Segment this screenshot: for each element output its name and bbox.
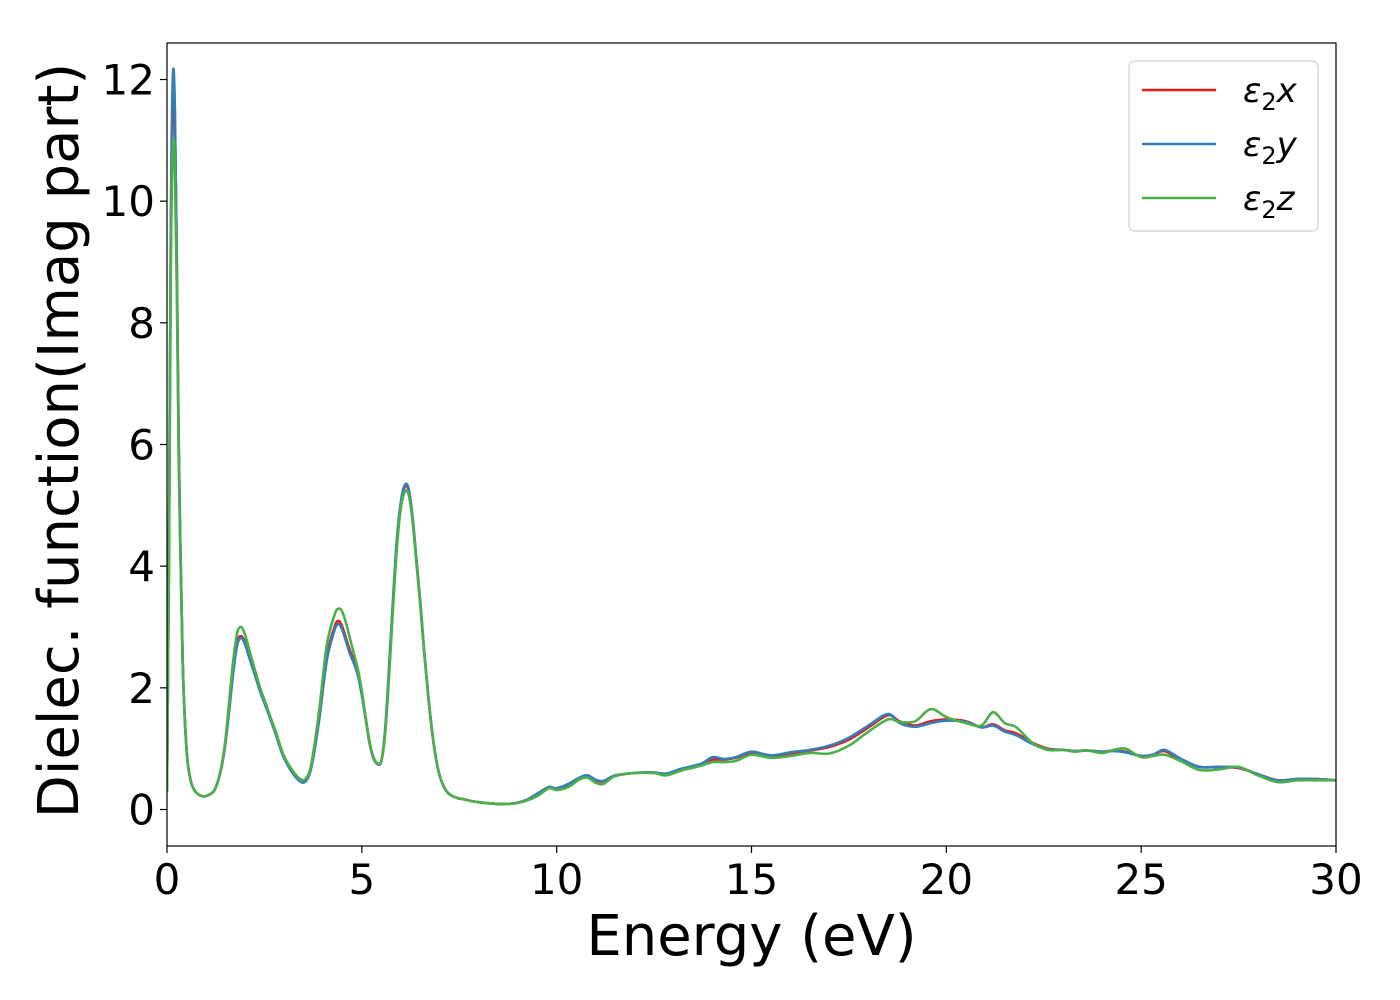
legend-label-x: ε2x xyxy=(1243,71,1298,116)
y-tick-label: 6 xyxy=(128,421,155,470)
x-tick-label: 25 xyxy=(1114,855,1167,904)
x-tick-label: 0 xyxy=(154,855,181,904)
x-tick-label: 30 xyxy=(1309,855,1362,904)
series-layer xyxy=(167,67,1336,806)
series-line-z xyxy=(167,137,1336,806)
legend: ε2x ε2y ε2z xyxy=(1128,60,1319,232)
legend-box xyxy=(1128,60,1319,232)
x-axis: 0 5 10 15 20 25 30 xyxy=(154,846,1363,904)
y-axis: 0 2 4 6 8 10 12 xyxy=(102,56,167,835)
legend-label-y: ε2y xyxy=(1243,125,1298,170)
x-tick-label: 5 xyxy=(348,855,375,904)
legend-label-z: ε2z xyxy=(1243,179,1296,224)
y-tick-label: 0 xyxy=(128,786,155,835)
x-axis-label: Energy (eV) xyxy=(586,904,916,969)
x-tick-label: 15 xyxy=(725,855,778,904)
y-tick-label: 12 xyxy=(102,56,155,105)
y-tick-label: 8 xyxy=(128,299,155,348)
y-tick-label: 10 xyxy=(102,177,155,226)
y-axis-label: Dielec. function(Imag part) xyxy=(27,63,92,819)
x-tick-label: 10 xyxy=(530,855,583,904)
y-tick-label: 2 xyxy=(128,664,155,713)
x-tick-label: 20 xyxy=(920,855,973,904)
y-tick-label: 4 xyxy=(128,542,155,591)
